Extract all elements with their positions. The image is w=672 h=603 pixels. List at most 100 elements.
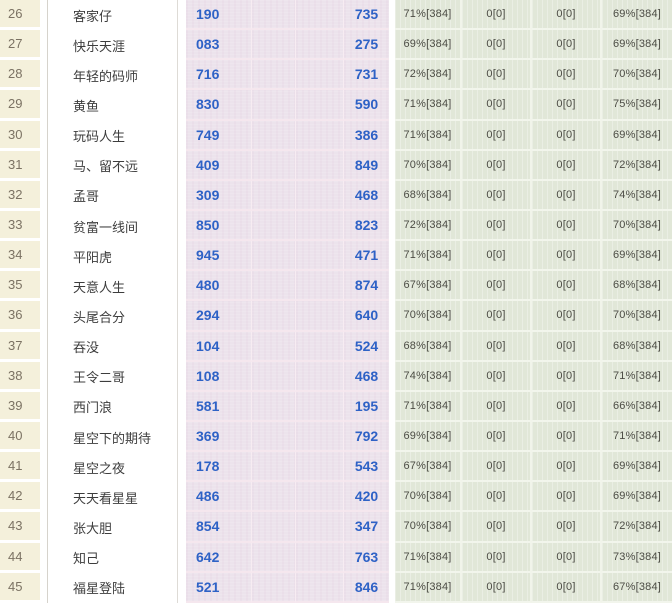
section-gap bbox=[389, 30, 395, 61]
number-link-1[interactable]: 178 bbox=[186, 452, 252, 483]
number-link-1[interactable]: 309 bbox=[186, 180, 252, 211]
number-link-1[interactable]: 190 bbox=[186, 0, 252, 31]
empty-cell bbox=[252, 361, 296, 392]
empty-cell bbox=[296, 0, 344, 31]
empty-cell bbox=[296, 210, 344, 242]
number-link-2[interactable]: 275 bbox=[344, 30, 389, 61]
number-link-2[interactable]: 640 bbox=[344, 301, 389, 332]
number-link-2[interactable]: 524 bbox=[344, 331, 389, 362]
username-cell: 福星登陆 bbox=[48, 572, 178, 603]
column-gap bbox=[178, 90, 186, 121]
number-link-2[interactable]: 347 bbox=[344, 512, 389, 543]
username-cell: 黄鱼 bbox=[48, 90, 178, 121]
number-link-1[interactable]: 486 bbox=[186, 482, 252, 513]
number-link-1[interactable]: 521 bbox=[186, 572, 252, 603]
number-link-2[interactable]: 735 bbox=[344, 0, 389, 31]
percent-cell-3: 0[0] bbox=[532, 331, 602, 362]
percent-cell-1: 71%[384] bbox=[395, 90, 462, 121]
number-link-2[interactable]: 471 bbox=[344, 241, 389, 272]
percent-cell-1: 70%[384] bbox=[395, 482, 462, 513]
number-link-1[interactable]: 108 bbox=[186, 361, 252, 392]
rank-cell: 39 bbox=[0, 391, 40, 422]
column-divider bbox=[40, 30, 48, 61]
number-link-1[interactable]: 104 bbox=[186, 331, 252, 362]
number-link-1[interactable]: 480 bbox=[186, 271, 252, 302]
section-gap bbox=[389, 482, 395, 513]
empty-cell bbox=[252, 120, 296, 151]
percent-cell-2: 0[0] bbox=[462, 120, 532, 151]
number-link-1[interactable]: 749 bbox=[186, 120, 252, 151]
section-gap bbox=[389, 210, 395, 242]
number-link-1[interactable]: 854 bbox=[186, 512, 252, 543]
number-link-2[interactable]: 731 bbox=[344, 60, 389, 91]
percent-cell-4: 70%[384] bbox=[602, 60, 672, 91]
empty-cell bbox=[296, 150, 344, 181]
percent-cell-3: 0[0] bbox=[532, 542, 602, 573]
column-gap bbox=[178, 0, 186, 31]
percent-cell-4: 75%[384] bbox=[602, 90, 672, 121]
rank-cell: 30 bbox=[0, 120, 40, 151]
number-link-1[interactable]: 369 bbox=[186, 421, 252, 453]
rank-cell: 26 bbox=[0, 0, 40, 31]
empty-cell bbox=[252, 30, 296, 61]
number-link-1[interactable]: 294 bbox=[186, 301, 252, 332]
number-link-2[interactable]: 849 bbox=[344, 150, 389, 181]
number-link-2[interactable]: 590 bbox=[344, 90, 389, 121]
empty-cell bbox=[252, 180, 296, 211]
percent-cell-3: 0[0] bbox=[532, 391, 602, 422]
percent-cell-4: 69%[384] bbox=[602, 241, 672, 272]
number-link-2[interactable]: 763 bbox=[344, 542, 389, 573]
number-link-1[interactable]: 642 bbox=[186, 542, 252, 573]
username-cell: 张大胆 bbox=[48, 512, 178, 543]
percent-cell-2: 0[0] bbox=[462, 482, 532, 513]
percent-cell-2: 0[0] bbox=[462, 331, 532, 362]
column-gap bbox=[178, 512, 186, 543]
number-link-2[interactable]: 792 bbox=[344, 421, 389, 453]
rank-cell: 28 bbox=[0, 60, 40, 91]
number-link-2[interactable]: 386 bbox=[344, 120, 389, 151]
percent-cell-4: 69%[384] bbox=[602, 0, 672, 31]
column-divider bbox=[40, 391, 48, 422]
column-gap bbox=[178, 572, 186, 603]
number-link-2[interactable]: 468 bbox=[344, 361, 389, 392]
empty-cell bbox=[296, 482, 344, 513]
percent-cell-2: 0[0] bbox=[462, 301, 532, 332]
number-link-2[interactable]: 543 bbox=[344, 452, 389, 483]
column-divider bbox=[40, 120, 48, 151]
number-link-2[interactable]: 420 bbox=[344, 482, 389, 513]
percent-cell-1: 71%[384] bbox=[395, 572, 462, 603]
number-link-2[interactable]: 468 bbox=[344, 180, 389, 211]
rank-cell: 31 bbox=[0, 150, 40, 181]
number-link-2[interactable]: 195 bbox=[344, 391, 389, 422]
percent-cell-2: 0[0] bbox=[462, 271, 532, 302]
percent-cell-1: 72%[384] bbox=[395, 60, 462, 91]
percent-cell-4: 72%[384] bbox=[602, 512, 672, 543]
empty-cell bbox=[296, 512, 344, 543]
username-cell: 星空之夜 bbox=[48, 452, 178, 483]
column-divider bbox=[40, 512, 48, 543]
empty-cell bbox=[252, 391, 296, 422]
empty-cell bbox=[252, 421, 296, 453]
percent-cell-4: 71%[384] bbox=[602, 361, 672, 392]
column-gap bbox=[178, 30, 186, 61]
percent-cell-3: 0[0] bbox=[532, 421, 602, 453]
rank-cell: 38 bbox=[0, 361, 40, 392]
column-gap bbox=[178, 301, 186, 332]
number-link-1[interactable]: 716 bbox=[186, 60, 252, 91]
number-link-2[interactable]: 874 bbox=[344, 271, 389, 302]
number-link-1[interactable]: 409 bbox=[186, 150, 252, 181]
number-link-1[interactable]: 850 bbox=[186, 210, 252, 242]
section-gap bbox=[389, 241, 395, 272]
number-link-2[interactable]: 846 bbox=[344, 572, 389, 603]
number-link-1[interactable]: 083 bbox=[186, 30, 252, 61]
number-link-1[interactable]: 830 bbox=[186, 90, 252, 121]
percent-cell-1: 70%[384] bbox=[395, 512, 462, 543]
empty-cell bbox=[296, 421, 344, 453]
number-link-1[interactable]: 581 bbox=[186, 391, 252, 422]
number-link-2[interactable]: 823 bbox=[344, 210, 389, 242]
number-link-1[interactable]: 945 bbox=[186, 241, 252, 272]
section-gap bbox=[389, 301, 395, 332]
percent-cell-3: 0[0] bbox=[532, 120, 602, 151]
section-gap bbox=[389, 0, 395, 31]
column-gap bbox=[178, 331, 186, 362]
